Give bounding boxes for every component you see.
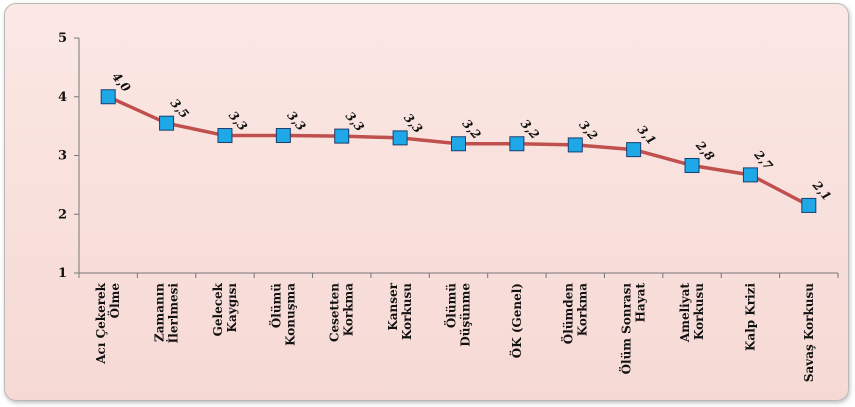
- y-tick-label: 1: [58, 266, 67, 281]
- data-point: [451, 136, 466, 152]
- y-tick-label: 5: [58, 31, 67, 46]
- chart-frame: [4, 3, 849, 401]
- data-point: [275, 128, 291, 144]
- data-point: [626, 142, 642, 158]
- data-point: [217, 128, 233, 144]
- data-point: [100, 89, 116, 105]
- x-category-label: Korkusu: [400, 283, 414, 340]
- x-category-label: Ameliyat: [678, 283, 692, 344]
- x-category-label: Düşünme: [459, 283, 473, 347]
- y-tick-label: 2: [58, 207, 67, 222]
- x-category-label: Hayat: [634, 283, 648, 323]
- x-category-label: Korkusu: [692, 283, 706, 340]
- y-tick-label: 4: [58, 90, 67, 105]
- data-point: [334, 128, 350, 144]
- x-category-label: Ölümden: [559, 283, 575, 344]
- x-category-label: Kaygısı: [225, 283, 239, 333]
- y-tick-label: 3: [58, 149, 67, 164]
- x-category-label: Korkma: [575, 283, 589, 337]
- x-category-label: ÖK (Genel): [508, 283, 524, 358]
- data-point: [392, 130, 408, 146]
- x-category-label: İlerlmesi: [166, 283, 181, 344]
- x-category-label: Korkma: [342, 283, 356, 337]
- data-point: [684, 157, 700, 173]
- data-point: [509, 136, 525, 152]
- data-point: [567, 137, 583, 153]
- x-category-label: Zamanın: [153, 283, 167, 342]
- x-category-label: Konuşma: [283, 283, 297, 346]
- x-category-label: Kanser: [386, 282, 400, 330]
- x-category-label: Kalp Krizi: [743, 283, 757, 351]
- x-category-label: Ölüm Sonrası: [618, 283, 634, 375]
- x-category-label: Savaş Korkusu: [802, 283, 816, 382]
- x-category-label: Gelecek: [211, 282, 225, 336]
- x-category-label: Cesetten: [328, 283, 342, 342]
- data-point: [742, 167, 758, 183]
- x-category-label: Ölümü: [443, 283, 459, 328]
- x-category-label: Ölümü: [267, 283, 283, 328]
- x-category-label: Ölme: [106, 283, 122, 319]
- x-category-label: Acı Çekerek: [94, 282, 108, 364]
- data-point: [159, 115, 175, 131]
- data-point: [801, 197, 817, 213]
